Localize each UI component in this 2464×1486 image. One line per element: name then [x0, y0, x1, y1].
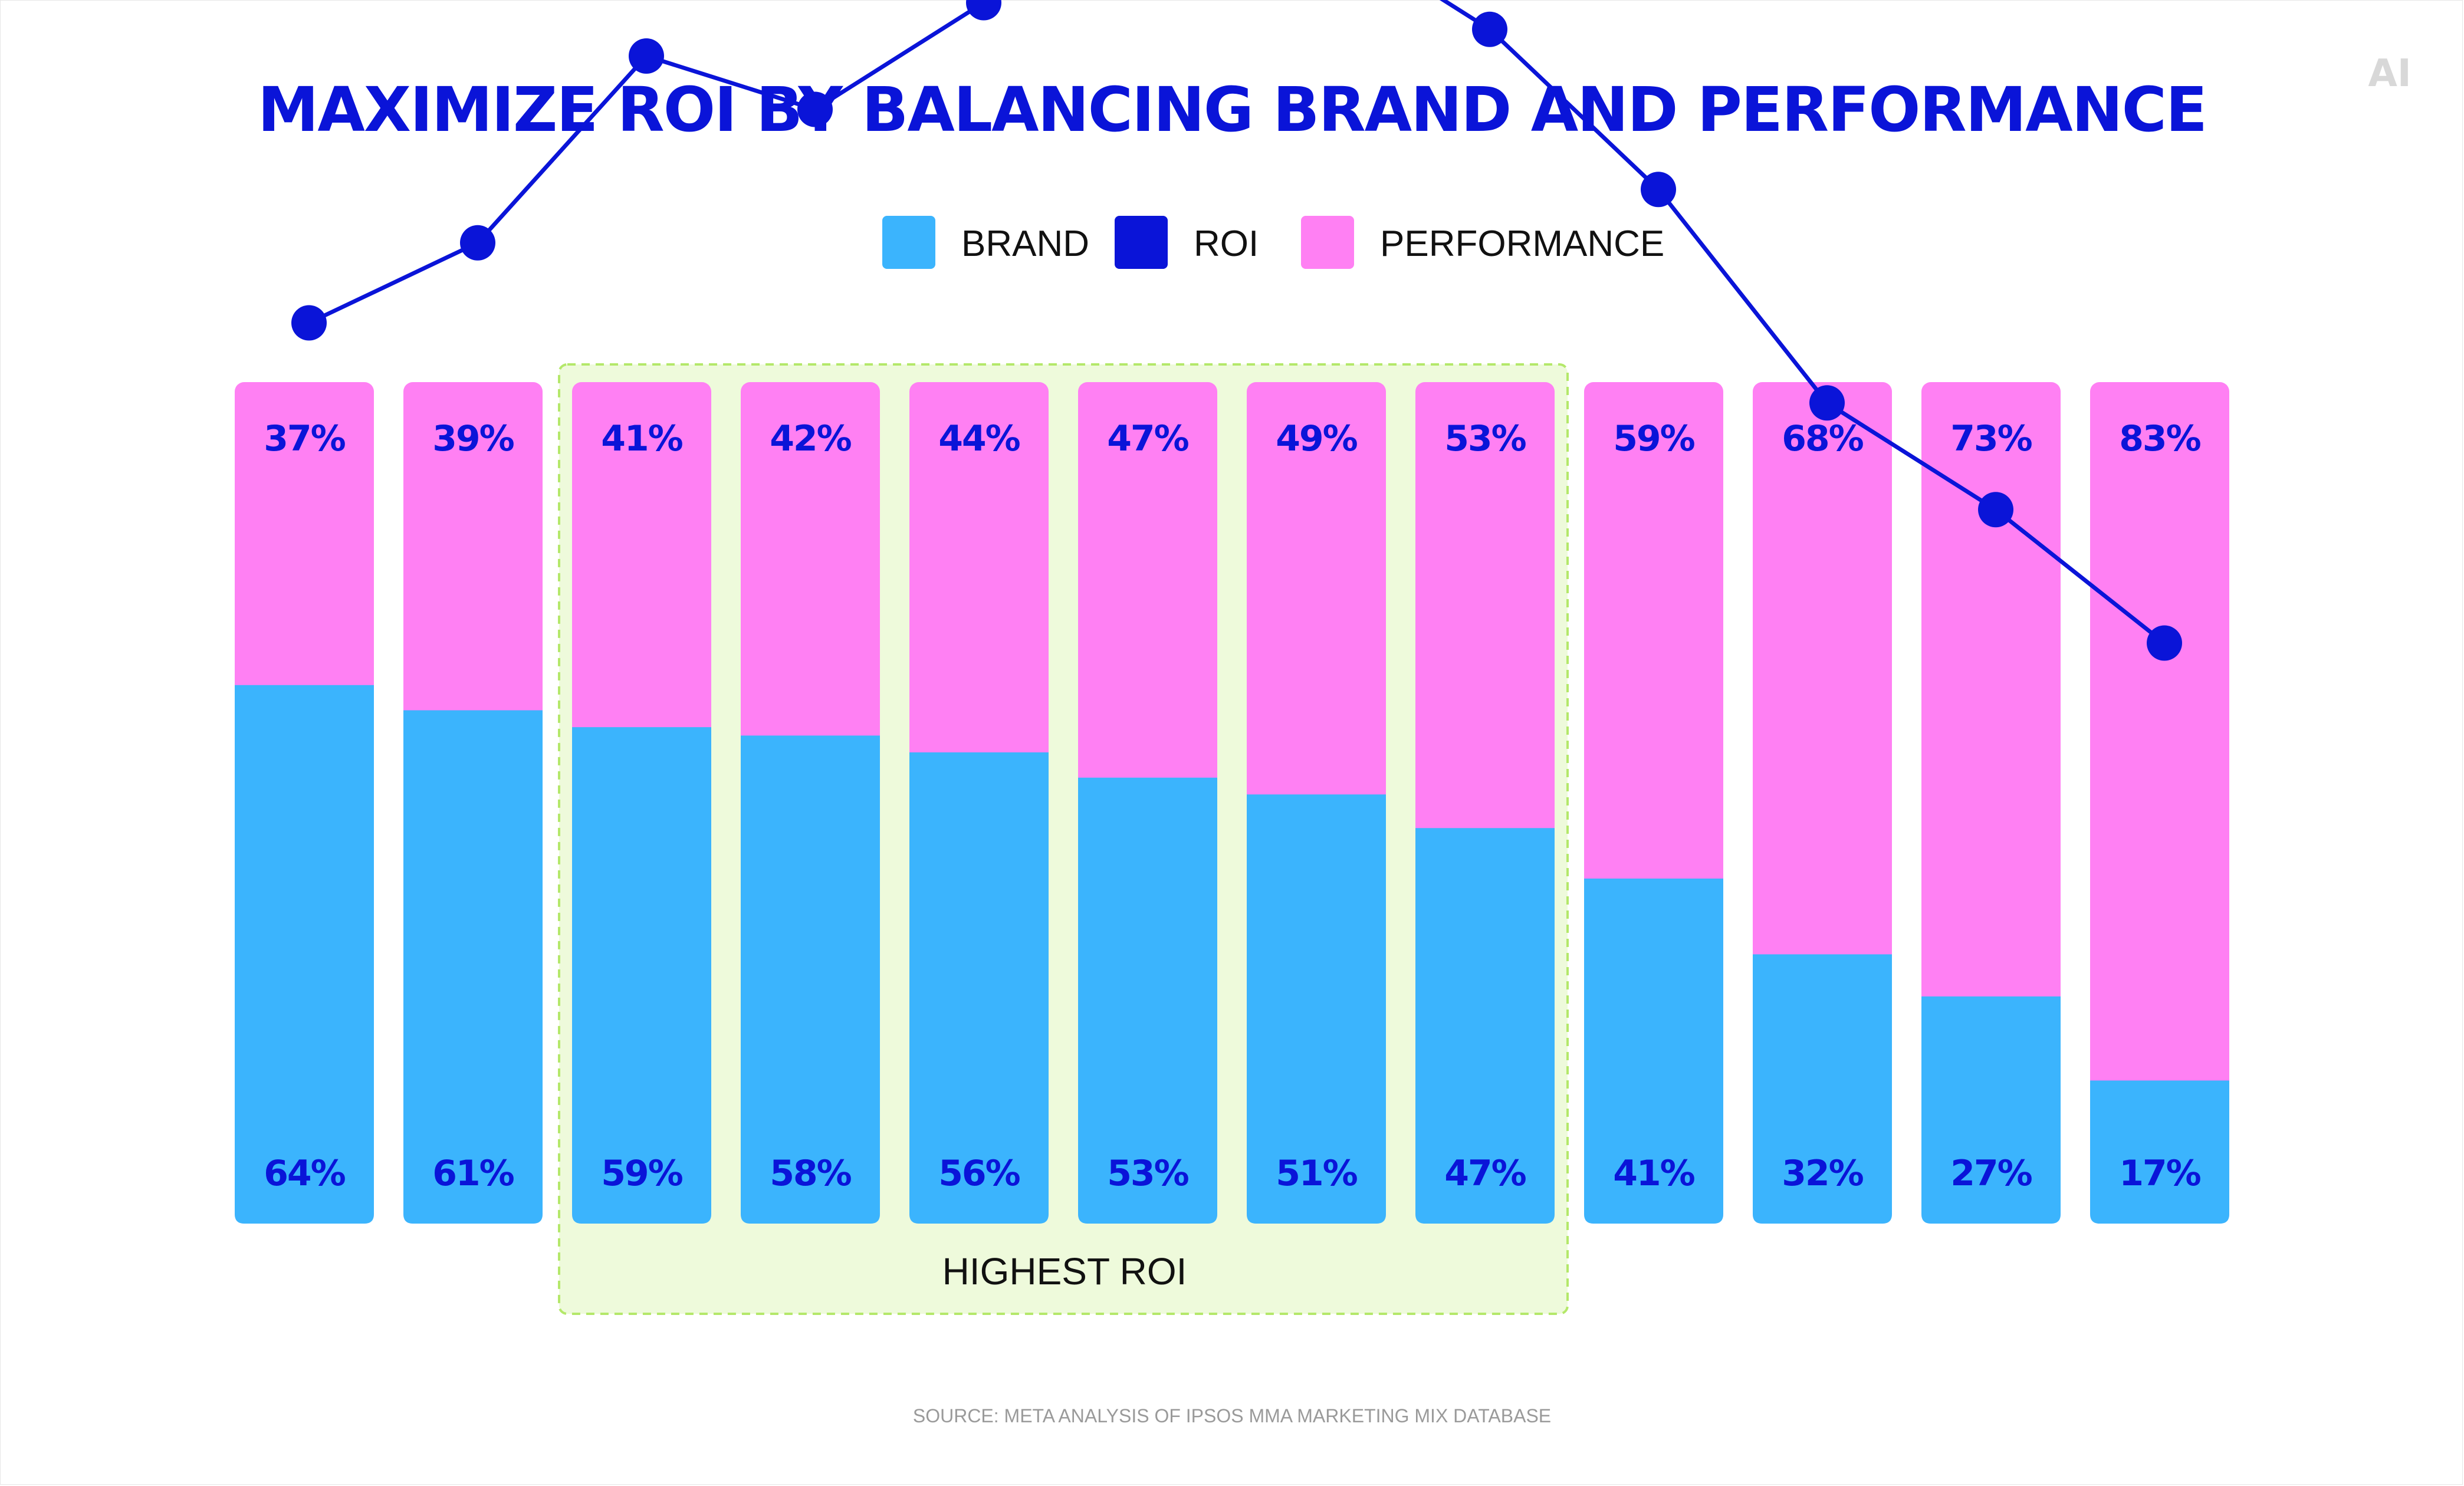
brand-label: 51%	[1276, 1153, 1357, 1194]
brand-label: 64%	[264, 1153, 345, 1194]
brand-bar	[572, 727, 711, 1224]
performance-label: 37%	[264, 418, 345, 459]
roi-line	[291, 0, 2182, 661]
legend-swatch-performance	[1301, 216, 1354, 269]
roi-point	[966, 0, 1001, 21]
roi-point	[1472, 11, 1507, 47]
legend-label-roi: ROI	[1194, 223, 1259, 264]
legend-swatch-brand	[882, 216, 935, 269]
performance-label: 44%	[938, 418, 1020, 459]
brand-label: 32%	[1782, 1153, 1863, 1194]
brand-bar	[1247, 794, 1386, 1224]
brand-label: 27%	[1950, 1153, 2032, 1194]
roi-line-path	[308, 0, 2166, 645]
brand-label: 61%	[432, 1153, 514, 1194]
performance-label: 41%	[601, 418, 682, 459]
highlight-label: HIGHEST ROI	[942, 1250, 1187, 1293]
brand-bar	[1415, 828, 1555, 1224]
brand-bar	[1753, 954, 1892, 1224]
brand-bar	[1921, 996, 2061, 1224]
performance-label: 49%	[1276, 418, 1357, 459]
roi-point	[291, 305, 327, 341]
roi-point	[629, 38, 664, 74]
brand-bar	[235, 685, 374, 1224]
performance-bar	[2090, 382, 2229, 1224]
legend-swatch-roi	[1115, 216, 1168, 269]
bars	[235, 382, 2229, 1224]
performance-label: 42%	[770, 418, 851, 459]
brand-bar	[909, 752, 1049, 1224]
brand-label: 41%	[1613, 1153, 1694, 1194]
performance-label: 83%	[2119, 418, 2200, 459]
chart-title: MAXIMIZE ROI BY BALANCING BRAND AND PERF…	[258, 74, 2206, 146]
performance-label: 39%	[432, 418, 514, 459]
brand-label: 17%	[2119, 1153, 2200, 1194]
brand-label: 53%	[1107, 1153, 1188, 1194]
performance-label: 59%	[1613, 418, 1694, 459]
legend: BRAND ROI PERFORMANCE	[882, 216, 1664, 269]
brand-label: 56%	[938, 1153, 1020, 1194]
roi-point	[460, 225, 495, 261]
roi-point	[1809, 385, 1845, 421]
source-note: SOURCE: META ANALYSIS OF IPSOS MMA MARKE…	[913, 1405, 1551, 1426]
brand-label: 58%	[770, 1153, 851, 1194]
roi-point	[1978, 492, 2013, 528]
brand-bar	[403, 710, 543, 1224]
performance-label: 53%	[1444, 418, 1526, 459]
legend-label-brand: BRAND	[961, 223, 1089, 264]
value-labels: 37% 64% 39% 61% 41% 59% 42% 58% 44% 56% 47% 53% 49% 5…	[264, 418, 2202, 1194]
brand-logo: AI	[2368, 52, 2411, 96]
brand-bar	[1584, 878, 1723, 1224]
brand-bar	[1078, 777, 1217, 1224]
roi-point	[2147, 625, 2182, 661]
performance-label: 73%	[1950, 418, 2032, 459]
legend-label-performance: PERFORMANCE	[1380, 223, 1664, 264]
performance-label: 68%	[1782, 418, 1863, 459]
roi-point	[797, 91, 833, 127]
brand-bar	[2090, 1080, 2229, 1224]
brand-bar	[741, 735, 880, 1224]
brand-label: 59%	[601, 1153, 682, 1194]
performance-label: 47%	[1107, 418, 1188, 459]
brand-label: 47%	[1444, 1153, 1526, 1194]
roi-point	[1641, 172, 1676, 208]
